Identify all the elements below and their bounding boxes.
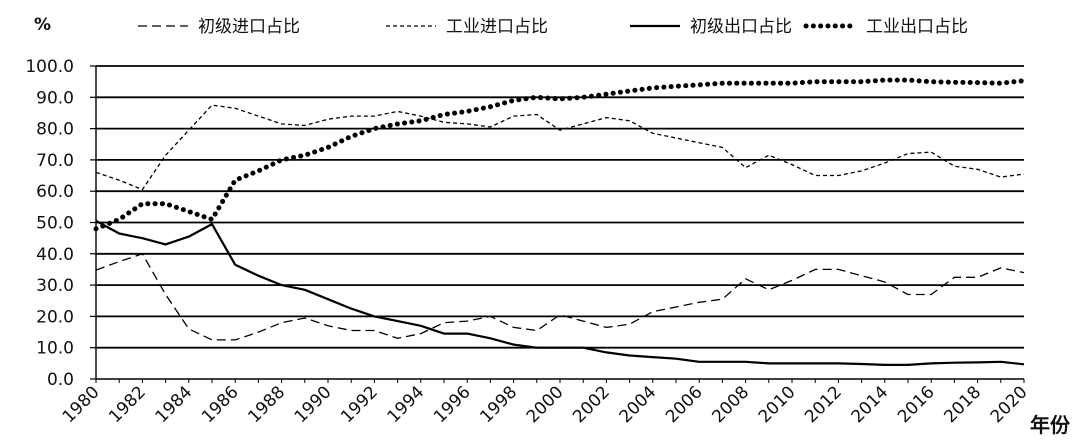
series-line: [95, 104, 1025, 191]
x-tick-label: 2018: [940, 382, 985, 427]
series-line: [95, 219, 1025, 366]
y-tick-label: 20.0: [36, 307, 74, 327]
y-tick-labels: 0.0 10.0 20.0 30.0 40.0 50.0 60.0 70.0 80.0 90.0 1…: [25, 57, 74, 390]
x-tick-label: 1984: [152, 382, 197, 427]
legend-label: 工业出口占比: [866, 17, 968, 37]
x-tick-label: 1994: [384, 382, 429, 427]
legend: 初级进口占比 工业进口占比 初级出口占比 工业出口占比: [138, 17, 968, 37]
x-tick-label: 1998: [476, 382, 521, 427]
x-tick-label: 2002: [569, 382, 614, 427]
legend-label: 工业进口占比: [446, 17, 548, 37]
series-lines: [93, 77, 1027, 366]
x-tick-label: 2012: [801, 382, 846, 427]
y-tick-label: 10.0: [36, 339, 74, 359]
legend-label: 初级进口占比: [198, 17, 300, 37]
x-tick-label: 2010: [755, 382, 800, 427]
series-line: [95, 253, 1025, 341]
grid-lines: [90, 65, 1024, 380]
x-tick-label: 2004: [616, 382, 661, 427]
x-tick-label: 1986: [198, 382, 243, 427]
y-tick-label: 50.0: [36, 214, 74, 234]
axes: [95, 66, 1025, 383]
x-tick-label: 2000: [523, 382, 568, 427]
x-tick-label: 1990: [291, 382, 336, 427]
x-axis-title: 年份: [1030, 413, 1071, 437]
series-line: [93, 77, 1027, 232]
y-tick-label: 70.0: [36, 151, 74, 171]
y-tick-label: 0.0: [47, 370, 74, 390]
x-tick-labels: 1980 1982 1984 1986 1988 1990 1992 1994 1996 1998…: [59, 382, 1032, 427]
y-tick-label: 40.0: [36, 245, 74, 265]
y-tick-label: 80.0: [36, 120, 74, 140]
x-tick-label: 2016: [894, 382, 939, 427]
y-axis-unit-label: %: [34, 15, 51, 35]
x-tick-label: 2020: [987, 382, 1032, 427]
y-tick-label: 30.0: [36, 276, 74, 296]
x-tick-label: 1992: [337, 382, 382, 427]
x-tick-label: 2014: [848, 382, 893, 427]
x-tick-label: 1988: [244, 382, 289, 427]
y-tick-label: 90.0: [36, 88, 74, 108]
y-tick-label: 60.0: [36, 182, 74, 202]
x-tick-label: 2006: [662, 382, 707, 427]
x-tick-label: 1996: [430, 382, 475, 427]
x-tick-label: 1982: [105, 382, 150, 427]
x-tick-label: 2008: [708, 382, 753, 427]
y-tick-label: 100.0: [25, 57, 74, 77]
legend-label: 初级出口占比: [690, 17, 792, 37]
